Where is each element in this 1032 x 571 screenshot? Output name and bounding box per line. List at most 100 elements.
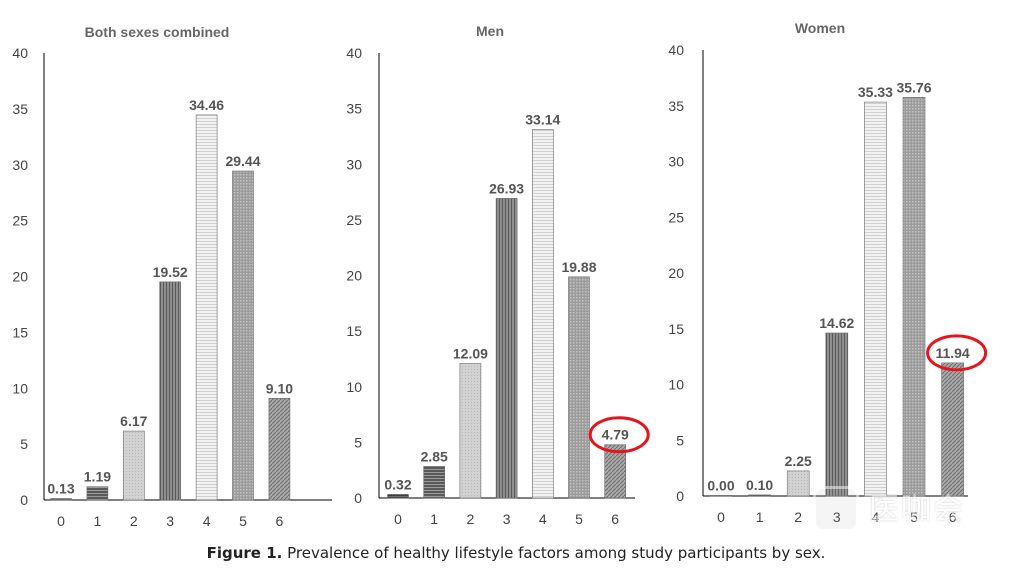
y-tick-label: 10 xyxy=(346,379,362,395)
data-label: 0.00 xyxy=(707,477,734,493)
y-tick-label: 40 xyxy=(346,45,362,61)
y-tick-label: 5 xyxy=(20,436,28,452)
y-tick-label: 40 xyxy=(668,42,684,58)
y-tick-label: 10 xyxy=(12,380,28,396)
data-label: 0.13 xyxy=(47,481,74,497)
y-tick-label: 20 xyxy=(12,269,28,285)
bar xyxy=(902,96,926,497)
x-tick-label: 5 xyxy=(239,513,247,529)
chart-title: Women xyxy=(795,20,845,36)
bar xyxy=(459,363,482,499)
watermark-text: 医咖会 xyxy=(869,492,965,527)
y-tick-label: 0 xyxy=(354,490,362,506)
highlight-circle xyxy=(588,416,650,454)
x-tick-label: 4 xyxy=(539,511,547,527)
x-tick-label: 1 xyxy=(94,513,102,529)
data-label: 12.09 xyxy=(453,345,488,361)
data-label: 14.62 xyxy=(819,315,854,331)
data-label: 33.14 xyxy=(525,111,560,127)
chart-title: Men xyxy=(476,23,504,39)
highlight-circle xyxy=(926,334,988,372)
x-tick-label: 0 xyxy=(57,513,65,529)
y-tick-label: 25 xyxy=(12,213,28,229)
y-tick-label: 25 xyxy=(346,212,362,228)
bar xyxy=(786,470,810,497)
data-label: 19.88 xyxy=(561,259,596,275)
y-tick-label: 15 xyxy=(668,321,684,337)
y-tick-label: 30 xyxy=(668,154,684,170)
caption-text: Prevalence of healthy lifestyle factors … xyxy=(287,544,826,562)
bar xyxy=(232,170,254,501)
data-label: 34.46 xyxy=(189,97,224,113)
x-tick-label: 4 xyxy=(872,509,880,525)
x-tick-label: 5 xyxy=(575,511,583,527)
bar xyxy=(495,198,518,499)
x-tick-label: 0 xyxy=(717,509,725,525)
bar xyxy=(864,101,887,497)
data-label: 0.10 xyxy=(746,477,773,493)
y-tick-label: 35 xyxy=(346,101,362,117)
chart-title: Both sexes combined xyxy=(85,24,230,40)
bar xyxy=(709,495,733,497)
y-tick-label: 30 xyxy=(12,157,28,173)
y-tick-label: 35 xyxy=(12,101,28,117)
data-label: 11.94 xyxy=(935,345,969,361)
data-label: 19.52 xyxy=(153,264,188,280)
x-tick-label: 4 xyxy=(203,513,211,529)
y-tick-label: 10 xyxy=(668,377,684,393)
y-tick-label: 20 xyxy=(668,265,684,281)
bar xyxy=(195,114,218,501)
y-tick-label: 35 xyxy=(668,98,684,114)
y-tick-label: 5 xyxy=(676,432,684,448)
data-label: 35.33 xyxy=(858,84,893,100)
bar xyxy=(268,398,291,501)
data-label: 2.85 xyxy=(421,448,448,464)
y-tick-label: 20 xyxy=(346,268,362,284)
x-tick-label: 3 xyxy=(503,511,511,527)
data-label: 4.79 xyxy=(602,427,629,443)
watermark: 医咖会 xyxy=(813,480,1013,540)
y-tick-label: 0 xyxy=(676,488,684,504)
caption-label: Figure 1. xyxy=(206,544,283,562)
x-tick-label: 1 xyxy=(756,509,764,525)
x-tick-label: 3 xyxy=(833,509,841,525)
y-tick-label: 0 xyxy=(20,492,28,508)
x-tick-label: 1 xyxy=(430,511,438,527)
y-tick-label: 15 xyxy=(346,323,362,339)
y-tick-label: 40 xyxy=(12,45,28,61)
y-tick-label: 5 xyxy=(354,434,362,450)
x-tick-label: 3 xyxy=(166,513,174,529)
bar xyxy=(825,332,849,497)
bar xyxy=(531,129,554,499)
bar xyxy=(748,494,771,497)
x-tick-label: 6 xyxy=(611,511,619,527)
figure-caption: Figure 1. Prevalence of healthy lifestyl… xyxy=(0,544,1032,562)
x-tick-label: 2 xyxy=(794,509,802,525)
x-tick-label: 5 xyxy=(910,509,918,525)
data-label: 26.93 xyxy=(489,180,524,196)
x-tick-label: 6 xyxy=(949,509,957,525)
x-tick-label: 2 xyxy=(467,511,475,527)
watermark-logo-icon xyxy=(813,486,859,532)
data-label: 1.19 xyxy=(84,469,111,485)
data-label: 0.32 xyxy=(384,476,411,492)
x-tick-label: 6 xyxy=(276,513,284,529)
bar xyxy=(86,486,109,501)
data-label: 29.44 xyxy=(225,153,260,169)
bar xyxy=(159,281,181,501)
bar xyxy=(604,444,627,499)
x-tick-label: 0 xyxy=(394,511,402,527)
y-tick-label: 30 xyxy=(346,156,362,172)
data-label: 35.76 xyxy=(896,79,931,95)
data-label: 9.10 xyxy=(266,380,293,396)
bar xyxy=(387,494,409,499)
bar xyxy=(568,276,590,499)
data-label: 2.25 xyxy=(785,453,812,469)
bar xyxy=(123,430,145,501)
bar xyxy=(423,465,446,499)
x-tick-label: 2 xyxy=(130,513,138,529)
y-tick-label: 15 xyxy=(12,324,28,340)
bar xyxy=(941,362,964,497)
